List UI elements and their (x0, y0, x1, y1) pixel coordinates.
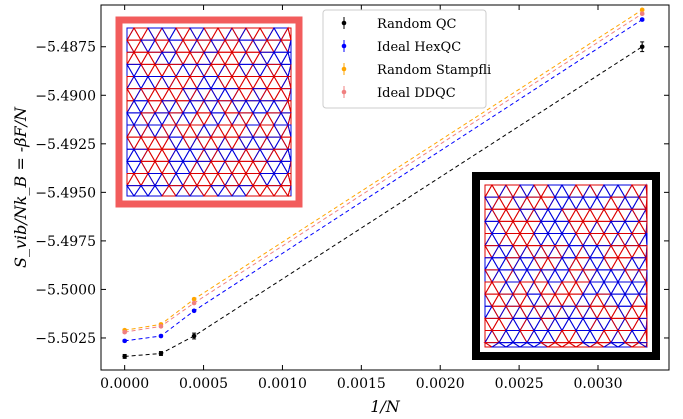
data-point (122, 338, 127, 344)
data-point (639, 7, 645, 13)
y-tick-label: −5.5025 (35, 331, 96, 347)
tile (287, 100, 292, 113)
tile (645, 257, 648, 270)
x-tick-label: 0.0015 (337, 376, 386, 392)
data-point (639, 44, 645, 50)
x-tick-label: 0.0005 (179, 376, 228, 392)
legend-entry: Ideal DDQC (341, 86, 456, 101)
legend-label: Random Stampfli (377, 63, 491, 78)
tile (287, 51, 292, 65)
tiling-pattern (483, 183, 648, 348)
legend-label: Ideal HexQC (377, 40, 461, 55)
tile (287, 172, 292, 186)
tile (287, 75, 292, 89)
legend-entry: Ideal HexQC (341, 40, 461, 55)
y-tick-label: −5.4975 (35, 234, 96, 250)
tile (645, 329, 648, 343)
ticks-group: 0.0000 0.0005 0.0010 0.0015 0.0020 0.0025 0.00… (35, 5, 669, 392)
x-tick-label: 0.0030 (574, 376, 623, 392)
tile (645, 208, 648, 222)
series-random-qc (122, 41, 645, 359)
series-ideal-hexqc (122, 17, 645, 344)
insets (115, 16, 660, 360)
y-axis-label: S_vib/Nk_B = -βF/N (11, 106, 30, 268)
y-tick-label: −5.5000 (35, 282, 96, 298)
legend-box (322, 9, 487, 109)
ddqc-tiling-inset (115, 16, 303, 208)
tile (287, 148, 292, 162)
tile (645, 184, 648, 198)
series-line (124, 13, 643, 333)
series-group (122, 7, 645, 359)
data-point (639, 17, 645, 22)
data-point (158, 324, 164, 329)
x-tick-label: 0.0025 (495, 376, 544, 392)
legend-marker (341, 43, 347, 49)
y-tick-label: −5.4925 (35, 137, 96, 153)
legend: Random QC Ideal HexQC Random Stampfli Ideal… (322, 9, 491, 109)
legend-entry: Random Stampfli (341, 63, 491, 78)
data-point (191, 300, 197, 306)
legend-marker (341, 20, 347, 26)
y-tick-label: −5.4900 (35, 88, 96, 104)
tile (645, 281, 648, 295)
plot-frame (100, 4, 670, 371)
data-point (191, 296, 197, 302)
data-point (191, 333, 197, 339)
x-tick-label: 0.0010 (258, 376, 307, 392)
legend-entry: Random QC (341, 17, 456, 32)
series-line (124, 9, 643, 331)
tile (645, 305, 648, 319)
tile (645, 232, 648, 246)
series-ideal-ddqc (122, 11, 645, 335)
x-axis-label: 1/N (370, 397, 401, 416)
x-tick-label: 0.0000 (100, 376, 149, 392)
data-point (158, 333, 164, 339)
data-point (639, 11, 645, 17)
tiling-pattern (126, 26, 292, 198)
x-tick-label: 0.0020 (416, 376, 465, 392)
tile (287, 27, 292, 41)
legend-marker (341, 89, 347, 95)
legend-marker (341, 66, 347, 72)
legend-label: Ideal DDQC (377, 86, 456, 101)
y-tick-label: −5.4875 (35, 40, 96, 56)
legend-label: Random QC (377, 17, 456, 32)
series-line (124, 19, 643, 342)
data-point (122, 354, 127, 359)
data-point (191, 308, 197, 314)
inset-frame (472, 172, 660, 360)
random-qc-tiling-inset (472, 172, 660, 360)
data-point (158, 351, 164, 356)
tile (287, 124, 292, 138)
data-point (122, 329, 127, 335)
y-tick-label: −5.4950 (35, 185, 96, 201)
